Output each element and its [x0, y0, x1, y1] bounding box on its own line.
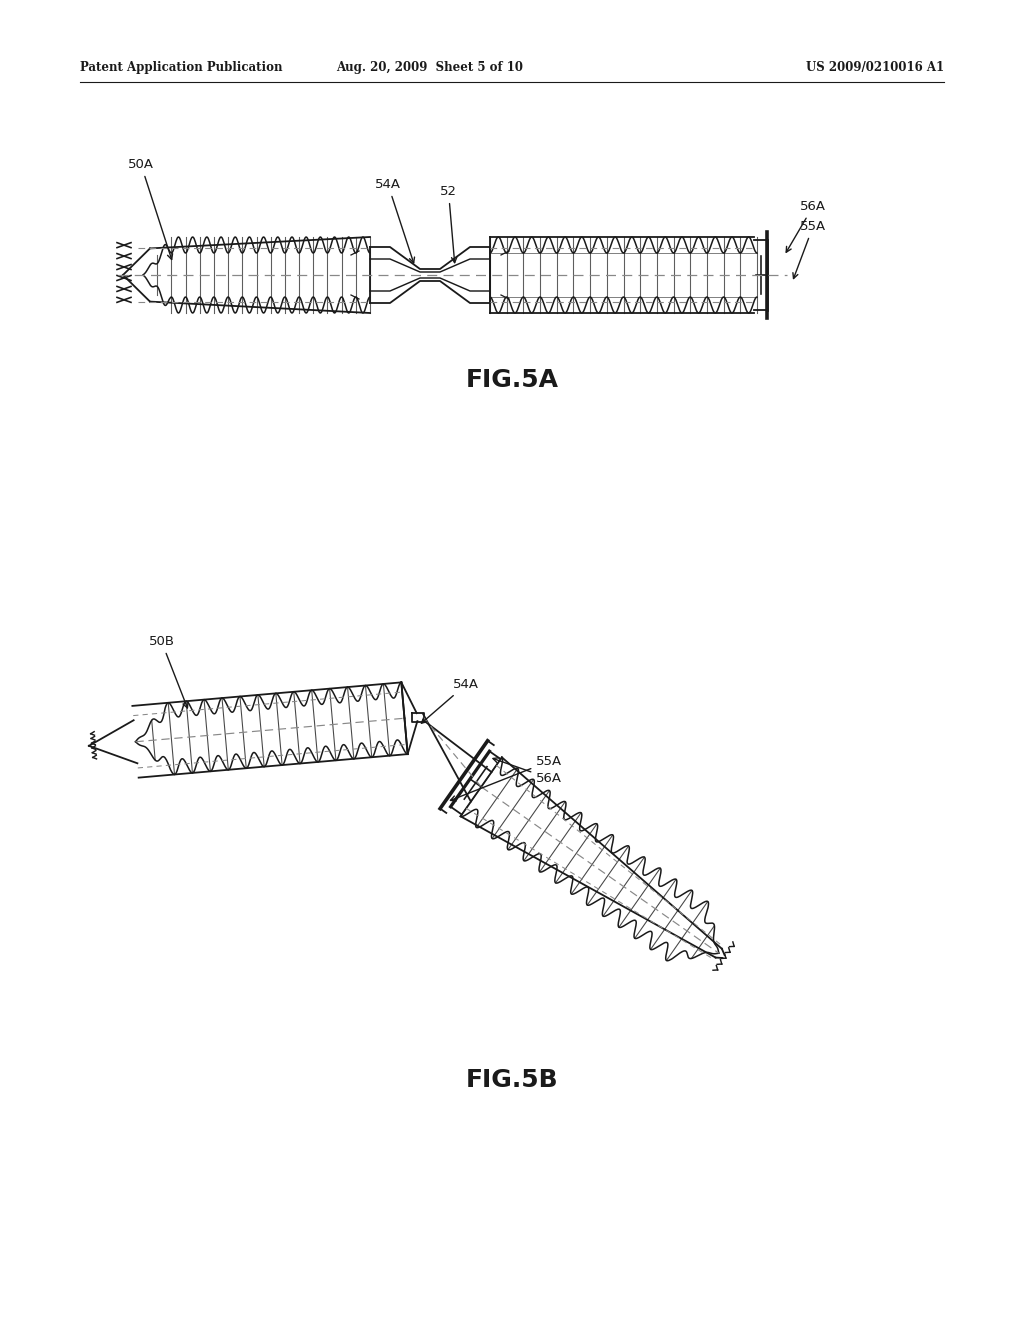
Text: 54A: 54A	[375, 178, 415, 263]
Text: 50A: 50A	[128, 158, 173, 260]
Text: 50B: 50B	[148, 635, 188, 708]
Text: 55A: 55A	[451, 755, 562, 801]
Text: FIG.5A: FIG.5A	[466, 368, 558, 392]
Text: 55A: 55A	[793, 220, 826, 279]
Text: 52: 52	[440, 185, 457, 263]
Text: Aug. 20, 2009  Sheet 5 of 10: Aug. 20, 2009 Sheet 5 of 10	[337, 62, 523, 74]
Text: FIG.5B: FIG.5B	[466, 1068, 558, 1092]
Text: Patent Application Publication: Patent Application Publication	[80, 62, 283, 74]
Text: US 2009/0210016 A1: US 2009/0210016 A1	[806, 62, 944, 74]
Text: 56A: 56A	[493, 758, 562, 785]
Text: 56A: 56A	[786, 201, 826, 252]
Text: 54A: 54A	[422, 678, 479, 723]
